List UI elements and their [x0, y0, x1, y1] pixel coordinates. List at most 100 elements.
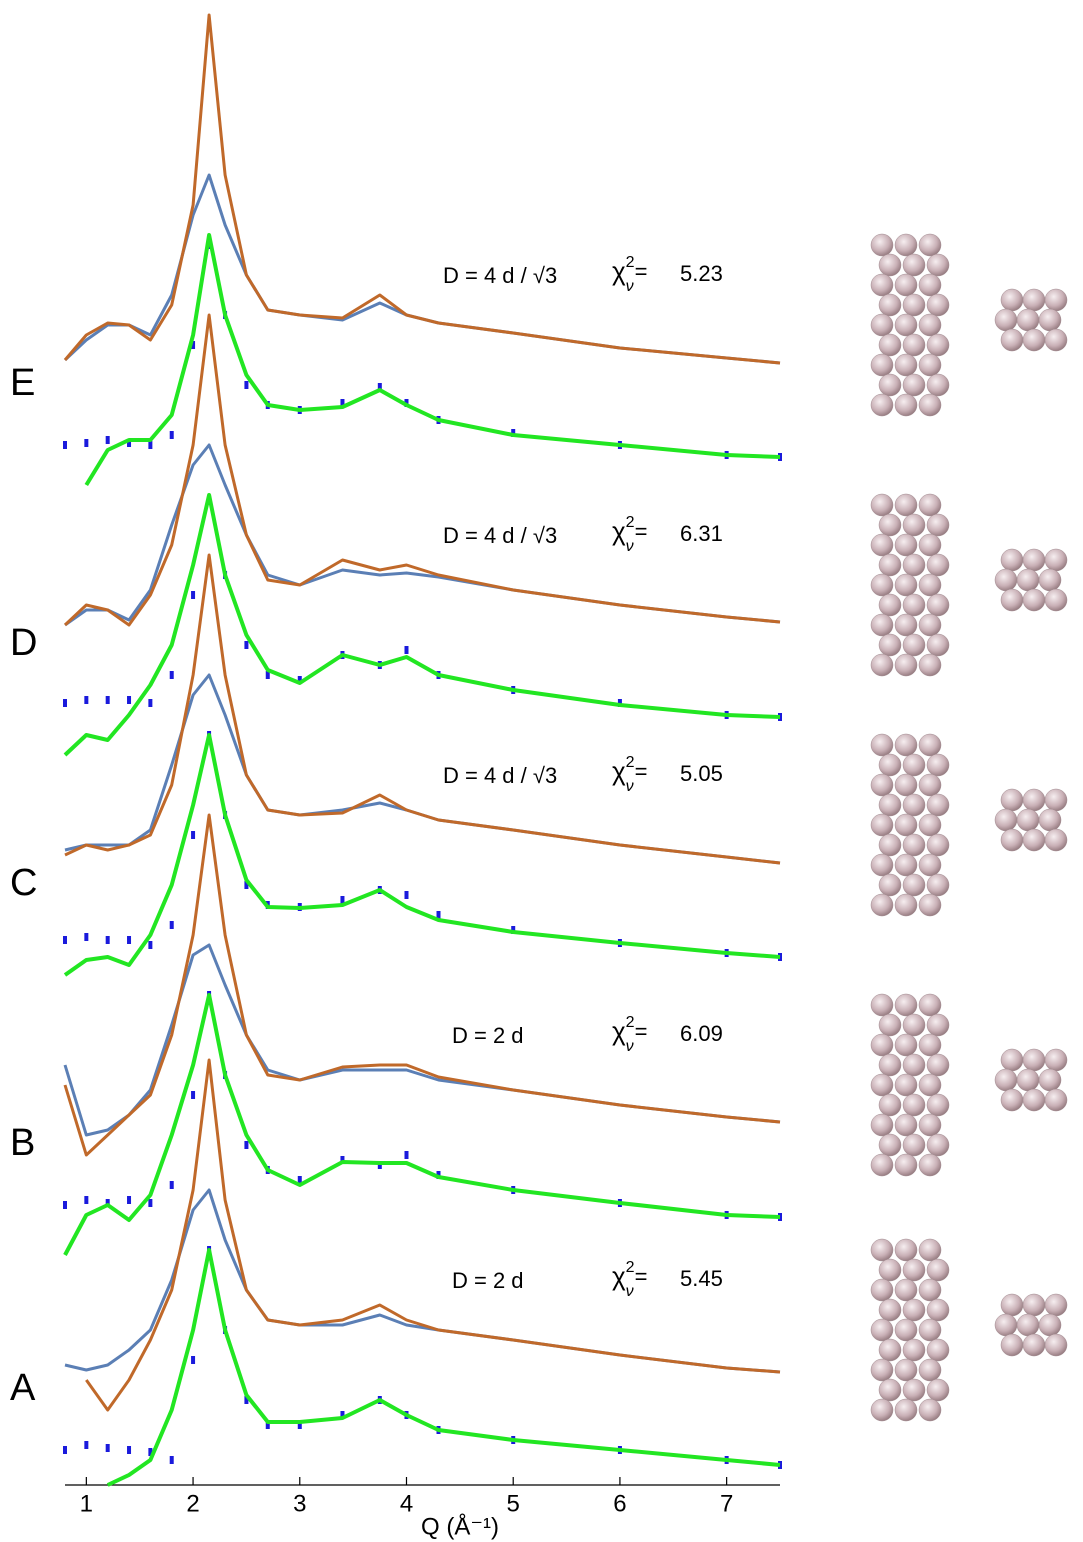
atom [894, 533, 918, 557]
atom [902, 833, 926, 857]
atom [894, 313, 918, 337]
panel-label: B [10, 1122, 35, 1164]
curve [63, 733, 781, 977]
atom [878, 1133, 902, 1157]
atom [894, 1113, 918, 1137]
chi-equals: = [635, 1019, 648, 1044]
atom [918, 1153, 942, 1177]
atom [902, 1298, 926, 1322]
atom [926, 1013, 950, 1037]
atom [1038, 1068, 1062, 1092]
atom [870, 853, 894, 877]
atom [870, 1153, 894, 1177]
atom [894, 733, 918, 757]
data-point [191, 341, 196, 349]
atom [870, 893, 894, 917]
chi-label: χν 2= [612, 254, 647, 295]
data-point [84, 933, 89, 941]
chi-value: 5.05 [680, 761, 723, 786]
atom [1000, 548, 1024, 572]
atom [870, 233, 894, 257]
atom [902, 553, 926, 577]
chi-symbol: χ [612, 516, 626, 546]
data-point [377, 383, 382, 391]
atom [918, 1113, 942, 1137]
atom [926, 1053, 950, 1077]
atom [870, 1398, 894, 1422]
curve [64, 553, 781, 865]
atom [878, 833, 902, 857]
data-point [169, 1181, 174, 1189]
atom [1044, 828, 1068, 852]
atom [870, 493, 894, 517]
atom [926, 253, 950, 277]
data-point [265, 671, 270, 679]
panel-label: A [10, 1367, 36, 1409]
x-tick-label: 7 [720, 1490, 733, 1517]
atom [894, 493, 918, 517]
data-point [84, 1196, 89, 1204]
data-point [148, 699, 153, 707]
atom [894, 1318, 918, 1342]
atom [1022, 1293, 1046, 1317]
atom [1000, 1048, 1024, 1072]
curve [64, 443, 781, 627]
data-point [63, 936, 67, 944]
atom [894, 613, 918, 637]
x-tick-label: 6 [613, 1490, 626, 1517]
chi-value: 6.31 [680, 521, 723, 546]
data-point [105, 1199, 110, 1207]
data-point [244, 1396, 249, 1404]
curve [84, 233, 781, 487]
atom [878, 1338, 902, 1362]
atom [894, 813, 918, 837]
chi-value: 6.09 [680, 1021, 723, 1046]
data-point [244, 381, 249, 389]
atom [878, 373, 902, 397]
atom [926, 1258, 950, 1282]
atom [918, 393, 942, 417]
atom [1044, 1333, 1068, 1357]
atom [994, 568, 1018, 592]
atom [894, 1033, 918, 1057]
atom [926, 593, 950, 617]
atom [894, 1153, 918, 1177]
atom [918, 653, 942, 677]
atom [902, 633, 926, 657]
chi-label: χν 2= [612, 1014, 647, 1055]
atom [926, 793, 950, 817]
diameter-label: D = 4 d / √3 [443, 263, 557, 288]
atom [918, 1318, 942, 1342]
chi-superscript: 2 [626, 514, 635, 531]
atom [1016, 1068, 1040, 1092]
atom [1044, 1048, 1068, 1072]
curve [64, 673, 781, 865]
data-point [105, 436, 110, 444]
atom [918, 1073, 942, 1097]
atom [870, 773, 894, 797]
atom [1022, 828, 1046, 852]
atom [870, 353, 894, 377]
atom [918, 1033, 942, 1057]
atom [870, 533, 894, 557]
chi-subscript: ν [626, 538, 634, 555]
data-point [244, 881, 249, 889]
atom [894, 1398, 918, 1422]
atom [926, 833, 950, 857]
chi-equals: = [635, 759, 648, 784]
curve [85, 1058, 781, 1412]
data-point [169, 1456, 174, 1464]
atom [878, 793, 902, 817]
atom [902, 1133, 926, 1157]
atom [926, 1378, 950, 1402]
atom [878, 1378, 902, 1402]
atom [1044, 328, 1068, 352]
x-tick-label: 4 [400, 1490, 413, 1517]
atom [918, 733, 942, 757]
atom [894, 1358, 918, 1382]
atom [926, 293, 950, 317]
atom [926, 633, 950, 657]
atom [902, 333, 926, 357]
chi-subscript: ν [626, 778, 634, 795]
